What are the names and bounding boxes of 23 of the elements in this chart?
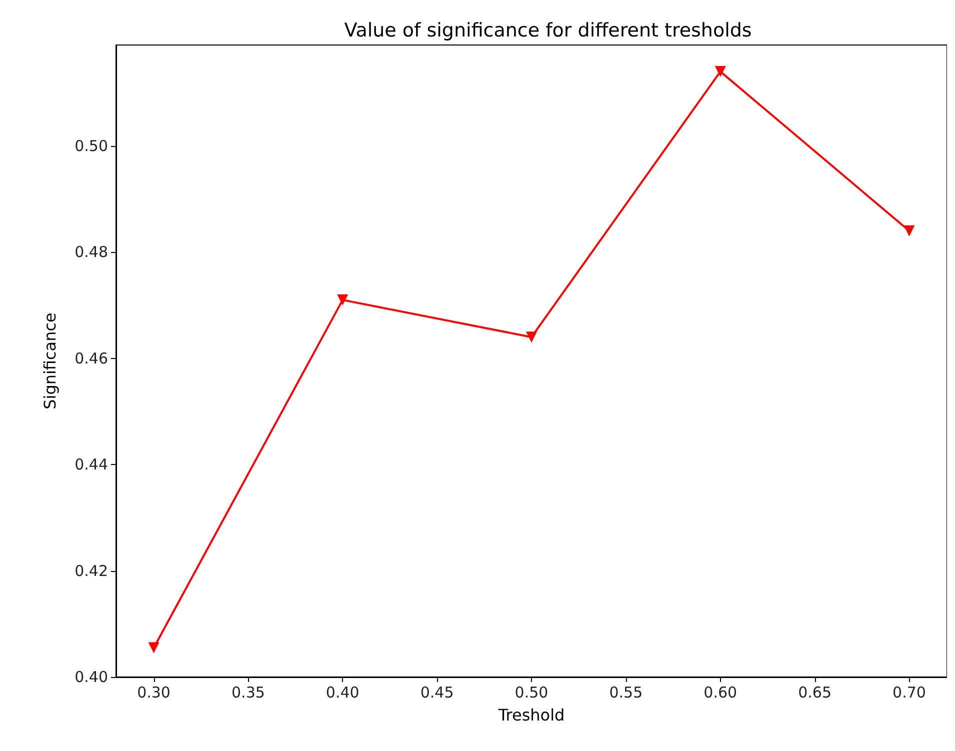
- y-tick-label: 0.40: [74, 668, 108, 686]
- y-axis-title: Significance: [40, 312, 60, 410]
- point: [904, 225, 915, 236]
- y-tick-label: 0.42: [74, 562, 108, 580]
- y-tick-label: 0.44: [74, 456, 108, 474]
- x-tick-label: 0.60: [704, 684, 738, 702]
- x-tick-label: 0.65: [798, 684, 832, 702]
- chart-title: Value of significance for different tresholds: [344, 20, 752, 42]
- x-tick-label: 0.55: [609, 684, 643, 702]
- x-tick-label: 0.35: [232, 684, 265, 702]
- point: [526, 332, 537, 343]
- x-tick-label: 0.45: [420, 684, 454, 702]
- y-tick-label: 0.48: [74, 243, 108, 262]
- y-tick-label: 0.50: [74, 136, 108, 155]
- point: [337, 294, 348, 306]
- x-tick-label: 0.70: [892, 684, 926, 702]
- point: [714, 66, 726, 78]
- y-tick-label: 0.46: [74, 349, 108, 368]
- point: [148, 642, 160, 654]
- x-tick-label: 0.50: [514, 684, 548, 702]
- x-tick-label: 0.40: [326, 684, 360, 702]
- x-axis-title: Treshold: [497, 706, 565, 724]
- x-tick-label: 0.30: [137, 684, 170, 702]
